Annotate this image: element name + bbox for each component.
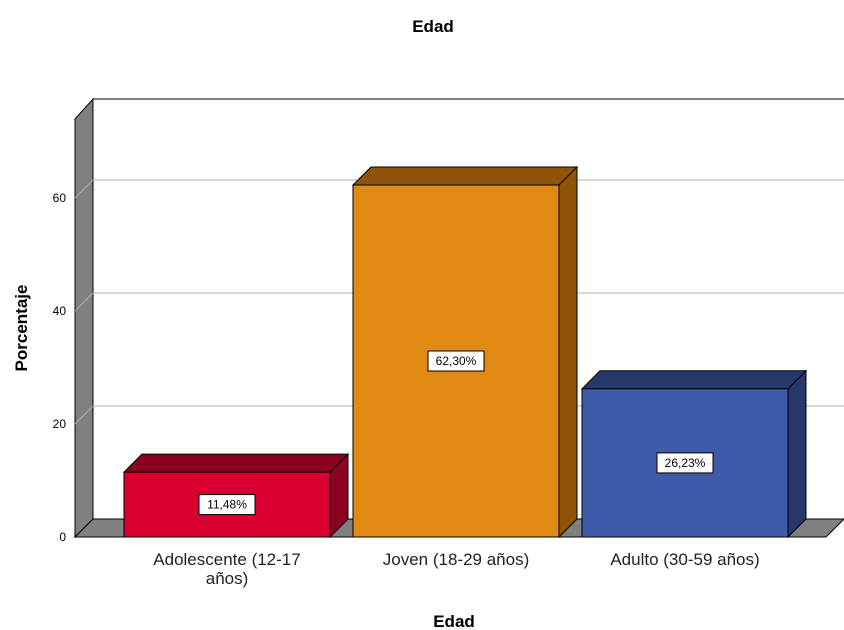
x-tick-label-3: Adulto (30-59 años) <box>610 550 759 569</box>
bar-top-1 <box>122 453 350 473</box>
bar-side-2 <box>558 165 578 539</box>
bar-2: 62,30% <box>351 165 579 539</box>
data-label-box-3 <box>656 452 714 474</box>
gridline-side-20 <box>74 405 94 425</box>
x-axis-title: Edad <box>433 612 475 630</box>
data-label-1: 11,48% <box>207 498 247 512</box>
bar-3: 26,23% <box>580 369 808 539</box>
chart-title: Edad <box>412 17 454 36</box>
y-axis-title: Porcentaje <box>12 285 31 372</box>
bar-top-3 <box>580 370 808 390</box>
x-axis-categories: Adolescente (12-17 años) Joven (18-29 años… <box>153 550 759 588</box>
y-tick-label-40: 40 <box>53 304 67 318</box>
bars: 11,48% 62,30% 26,23% <box>122 165 808 539</box>
data-label-box-2 <box>427 350 485 372</box>
bar-1: 11,48% <box>122 452 350 539</box>
bar-top-2 <box>351 166 579 186</box>
x-tick-label-2: Joven (18-29 años) <box>383 550 529 569</box>
y-tick-label-60: 60 <box>53 191 67 205</box>
gridline-side-60 <box>74 179 94 199</box>
x-tick-label-1: Adolescente (12-17 años) <box>153 550 300 588</box>
y-tick-label-0: 0 <box>59 530 66 544</box>
left-wall <box>74 97 94 539</box>
data-label-2: 62,30% <box>436 354 477 368</box>
data-label-box-1 <box>198 494 256 516</box>
y-tick-label-20: 20 <box>53 417 67 431</box>
y-axis-ticks: 0 20 40 60 <box>53 191 67 544</box>
bar-side-3 <box>787 369 807 539</box>
data-label-3: 26,23% <box>665 456 706 470</box>
gridline-side-40 <box>74 292 94 312</box>
